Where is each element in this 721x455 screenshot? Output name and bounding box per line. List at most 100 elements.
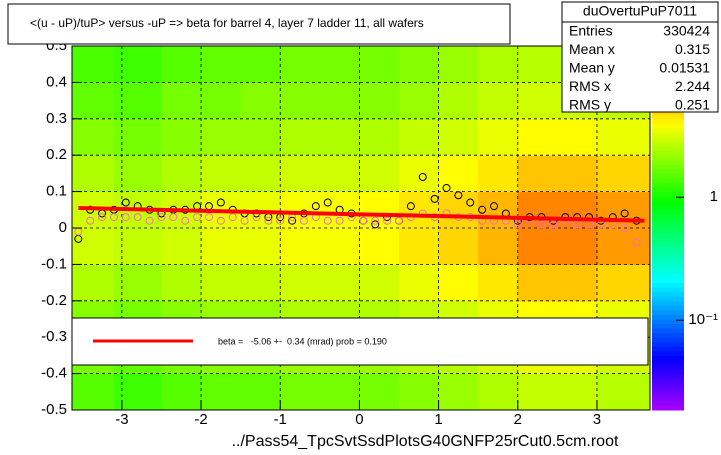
data-point — [620, 209, 629, 218]
palette-cell — [652, 246, 684, 252]
palette-cell — [652, 200, 684, 206]
heat-cell — [113, 373, 162, 410]
heat-cell — [280, 82, 321, 120]
data-point — [371, 220, 380, 229]
heat-cell — [161, 82, 202, 120]
heat-cell — [438, 155, 479, 193]
palette-cell — [652, 328, 684, 334]
heat-cell — [517, 264, 558, 302]
y-tick-label: -0.3 — [41, 328, 67, 345]
plot-frame — [71, 45, 651, 411]
palette-cell — [652, 187, 684, 193]
data-point — [193, 213, 202, 222]
palette-cell — [652, 350, 684, 356]
heat-cell — [280, 155, 321, 193]
palette-cell — [652, 332, 684, 338]
data-point — [86, 216, 95, 225]
heat-cell — [557, 155, 598, 193]
heat-cell — [240, 264, 281, 302]
data-point — [537, 220, 546, 229]
y-tick-label: -0.5 — [41, 401, 67, 418]
stats-value: 2.244 — [675, 78, 710, 94]
heat-cell — [201, 228, 242, 265]
palette-cell — [652, 168, 684, 174]
heat-cell — [240, 228, 281, 265]
stats-label: Mean y — [569, 60, 615, 76]
heat-cell — [517, 373, 558, 410]
stats-label: RMS y — [569, 97, 611, 113]
data-point — [216, 198, 225, 207]
palette-cell — [652, 259, 684, 265]
heat-cell — [201, 264, 242, 302]
legend-label: beta = -5.06 +- 0.34 (mrad) prob = 0.190 — [218, 336, 387, 346]
palette-cell — [652, 205, 684, 211]
heat-cell — [596, 228, 650, 265]
data-point — [335, 216, 344, 225]
heat-cell — [517, 155, 558, 193]
heat-cell — [478, 264, 519, 302]
x-tick-label: -2 — [194, 411, 207, 428]
palette-cell — [652, 232, 684, 238]
data-point — [359, 216, 368, 225]
data-point — [371, 216, 380, 225]
heat-cell — [280, 46, 321, 83]
heat-cell — [319, 46, 360, 83]
heat-cell — [359, 228, 400, 265]
palette-cell — [652, 341, 684, 347]
data-point — [216, 216, 225, 225]
data-point — [620, 224, 629, 232]
title-box — [7, 3, 511, 45]
y-tick-label: 0 — [59, 219, 67, 236]
data-point — [490, 202, 499, 211]
palette-cell — [652, 228, 684, 234]
heat-cell — [399, 264, 440, 302]
palette-cell — [652, 214, 684, 220]
heat-cell — [596, 264, 650, 302]
stats-value: 0.01531 — [659, 60, 710, 76]
heat-cell — [517, 228, 558, 265]
heat-cell — [240, 82, 281, 120]
fit-line — [78, 205, 645, 223]
stats-label: Entries — [569, 23, 613, 39]
palette-cell — [652, 355, 684, 361]
x-tick-label: 2 — [514, 411, 522, 428]
heat-cell — [399, 191, 440, 229]
palette-cell — [652, 291, 684, 297]
heat-cell — [161, 264, 202, 302]
x-tick-label: 0 — [355, 411, 363, 428]
heat-cell — [517, 82, 558, 120]
heat-cell — [438, 82, 479, 120]
data-point — [121, 213, 130, 222]
heat-cell — [359, 373, 400, 410]
palette-cell — [652, 132, 684, 138]
data-point — [632, 238, 641, 247]
palette-cell — [652, 346, 684, 352]
data-point — [478, 205, 487, 214]
heat-cell — [161, 118, 202, 156]
data-point — [383, 216, 392, 225]
heat-cell — [359, 264, 400, 302]
data-point — [181, 216, 190, 225]
palette-cell — [652, 218, 684, 224]
data-point — [311, 202, 320, 211]
heat-cell — [113, 82, 162, 120]
palette-cell — [652, 300, 684, 306]
data-point — [204, 213, 213, 222]
x-tick-label: 1 — [434, 411, 442, 428]
palette-cell — [652, 319, 684, 325]
data-point — [513, 220, 522, 229]
data-point — [430, 194, 439, 203]
heat-cell — [319, 118, 360, 156]
heat-cell — [438, 264, 479, 302]
heat-cell — [517, 191, 558, 229]
y-tick-label: 0.1 — [46, 183, 67, 200]
z-tick-label: 10⁻¹ — [688, 311, 718, 328]
palette-cell — [652, 387, 684, 393]
z-tick-label: 1 — [710, 188, 718, 205]
heat-cell — [240, 118, 281, 156]
stats-label: Mean x — [569, 41, 615, 57]
palette-cell — [652, 373, 684, 379]
palette-cell — [652, 359, 684, 365]
heat-cell — [399, 155, 440, 193]
palette-cell — [652, 150, 684, 156]
